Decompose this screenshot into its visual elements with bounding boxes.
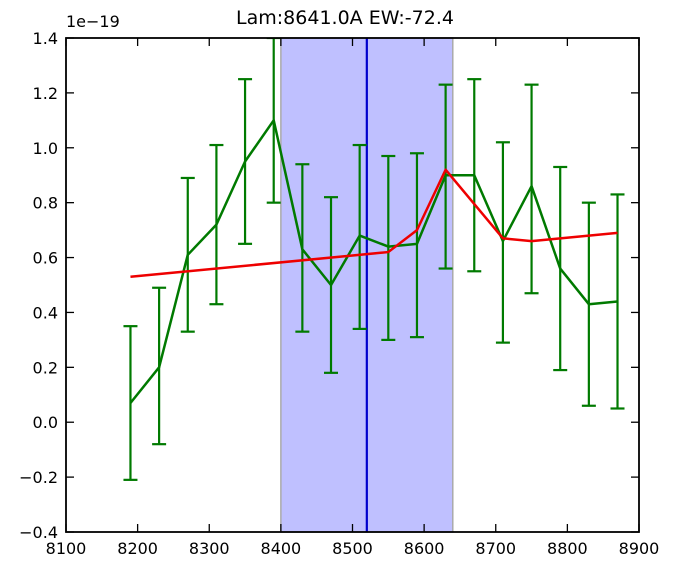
x-tick-label: 8100 <box>46 539 87 558</box>
y-tick-label: 1.0 <box>33 139 58 158</box>
error-bar <box>152 286 167 446</box>
error-bar <box>352 143 367 331</box>
error-bar <box>324 196 339 374</box>
y-tick-label: 0.8 <box>33 194 58 213</box>
error-bar <box>238 78 253 245</box>
x-tick-label: 8800 <box>547 539 588 558</box>
y-axis-offset-label: 1e−19 <box>66 12 120 31</box>
error-bar <box>409 152 424 339</box>
y-tick-label: −0.2 <box>19 468 58 487</box>
series-1-line <box>130 168 618 279</box>
x-tick-label: 8200 <box>117 539 158 558</box>
x-tick-label: 8700 <box>475 539 516 558</box>
error-bar <box>495 141 510 344</box>
error-bar <box>438 83 453 270</box>
error-bar <box>610 193 625 410</box>
x-tick-label: 8900 <box>619 539 660 558</box>
y-tick-label: 0.6 <box>33 249 58 268</box>
error-bar <box>266 38 281 204</box>
y-tick-label: 1.2 <box>33 84 58 103</box>
error-bar <box>467 78 482 273</box>
y-tick-label: −0.4 <box>19 523 58 542</box>
error-bar <box>180 176 195 333</box>
error-bar <box>524 83 539 295</box>
error-bar <box>295 163 310 333</box>
x-tick-label: 8500 <box>332 539 373 558</box>
y-tick-label: 1.4 <box>33 29 58 48</box>
y-tick-label: 0.0 <box>33 413 58 432</box>
x-tick-label: 8400 <box>261 539 302 558</box>
series-0-line <box>129 119 618 404</box>
error-bar <box>209 143 224 306</box>
y-tick-label: 0.4 <box>33 303 58 322</box>
x-tick-label: 8300 <box>189 539 230 558</box>
error-bar <box>123 325 138 481</box>
plot-area: 8100 8200 8300 8400 8500 8600 8700 8800 8900 −0.4… <box>19 29 659 558</box>
chart-title: Lam:8641.0A EW:-72.4 <box>236 7 454 29</box>
y-tick-label: 0.2 <box>33 358 58 377</box>
error-bar <box>553 165 568 372</box>
x-tick-label: 8600 <box>404 539 445 558</box>
series-group <box>123 38 625 481</box>
error-bar <box>381 154 396 341</box>
